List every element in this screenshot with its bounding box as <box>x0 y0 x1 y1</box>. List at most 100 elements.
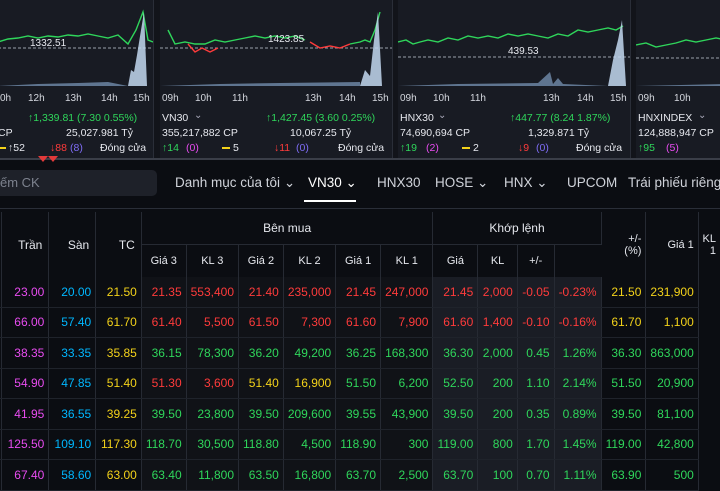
change-cell: 0.35 <box>517 398 555 430</box>
col-match-vol: KL <box>477 244 518 277</box>
col-bid-vol-1: KL 1 <box>380 244 434 277</box>
bid-vol-3-cell: 30,500 <box>186 429 240 460</box>
time-tick: 15h <box>372 93 389 104</box>
tab-private-bonds[interactable]: Trái phiếu riêng lẻ <box>628 175 720 190</box>
match-vol-cell: 800 <box>477 429 518 460</box>
ask-price-1-cell: 51.50 <box>601 368 647 399</box>
index-card-vnindex[interactable]: 1332.51 0h 12h 13h 14h 15h ↑1,339.81 (7.… <box>0 0 154 158</box>
tab-my-watchlist[interactable]: Danh mục của tôi ⌄ <box>175 175 296 190</box>
reference-price-cell: 63.00 <box>95 459 142 491</box>
ceiling-price-cell: 125.50 <box>1 429 50 460</box>
col-bid-vol-3: KL 3 <box>186 244 240 277</box>
floor-price-cell: 33.35 <box>48 337 97 369</box>
advance-count: ↑14 <box>162 142 179 154</box>
match-vol-cell: 2,000 <box>477 277 518 308</box>
divider <box>0 158 720 160</box>
index-chart <box>636 37 720 86</box>
match-vol-cell: 2,000 <box>477 337 518 369</box>
ref-value: 1332.51 <box>30 38 67 49</box>
symbol-cell[interactable] <box>0 307 3 338</box>
group-match: Khớp lệnh <box>432 212 602 245</box>
table-row[interactable]: 38.35 33.35 35.85 36.15 78,300 36.20 49,200 36.… <box>0 337 720 369</box>
table-row[interactable]: 54.90 47.85 51.40 51.30 3,600 51.40 16,900 51.5… <box>0 368 720 399</box>
time-tick: 15h <box>133 93 150 104</box>
resize-handle-icon[interactable] <box>38 156 48 162</box>
divider <box>0 208 720 209</box>
resize-handle-icon[interactable] <box>48 156 58 162</box>
tab-vn30[interactable]: VN30 ⌄ <box>308 175 357 190</box>
col-floor: Sàn <box>48 212 97 277</box>
time-tick: 12h <box>28 93 45 104</box>
tab-hose[interactable]: HOSE ⌄ <box>435 175 489 190</box>
chevron-down-icon[interactable]: ⌄ <box>698 110 707 121</box>
col-pct: +/- (%) <box>601 212 647 277</box>
reference-count: 5 <box>233 142 239 154</box>
bid-vol-3-cell: 553,400 <box>186 277 240 308</box>
ceiling-count: (0) <box>186 142 199 154</box>
table-row[interactable]: 23.00 20.00 21.50 21.35 553,400 21.40 235,000 2… <box>0 277 720 308</box>
index-change: ↑447.77 (8.24 1.87%) <box>510 112 611 124</box>
change-pct-cell: 0.89% <box>554 398 602 430</box>
ceiling-price-cell: 66.00 <box>1 307 50 338</box>
col-bid-vol-2: KL 2 <box>283 244 337 277</box>
decline-count: ↓11 <box>274 142 291 154</box>
ceiling-price-cell: 54.90 <box>1 368 50 399</box>
tab-hnx30[interactable]: HNX30 <box>377 175 421 190</box>
chevron-down-icon[interactable]: ⌄ <box>194 110 203 121</box>
floor-price-cell: 109.10 <box>48 429 97 460</box>
bid-price-3-cell: 51.30 <box>141 368 187 399</box>
match-price-cell: 21.45 <box>432 277 479 308</box>
time-tick: 14h <box>101 93 118 104</box>
change-cell: 1.70 <box>517 429 555 460</box>
symbol-cell[interactable] <box>0 398 3 430</box>
bid-price-1-cell: 36.25 <box>335 337 382 369</box>
match-price-cell: 39.50 <box>432 398 479 430</box>
active-tab-indicator <box>304 200 356 202</box>
bid-price-3-cell: 39.50 <box>141 398 187 430</box>
index-value: 1,329.871 Tỷ <box>528 127 590 139</box>
col-sell-vol-1: KL 1 <box>702 232 716 257</box>
ask-price-1-cell: 39.50 <box>601 398 647 430</box>
bid-vol-2-cell: 4,500 <box>283 429 337 460</box>
table-row[interactable]: 41.95 36.55 39.25 39.50 23,800 39.50 209,600 39… <box>0 398 720 430</box>
advance-count: ↑52 <box>8 142 25 154</box>
table-row[interactable]: 125.50 109.10 117.30 118.70 30,500 118.80 4,50… <box>0 429 720 460</box>
time-tick: 14h <box>577 93 594 104</box>
symbol-cell[interactable] <box>0 429 3 460</box>
match-price-cell: 119.00 <box>432 429 479 460</box>
ask-vol-1-cell: 42,800 <box>645 429 699 460</box>
index-volume: 355,217,882 CP <box>162 127 238 139</box>
table-row[interactable]: 66.00 57.40 61.70 61.40 5,500 61.50 7,300 61.60… <box>0 307 720 338</box>
bid-vol-1-cell: 2,500 <box>380 459 434 491</box>
col-bid-price-1: Giá 1 <box>335 244 382 277</box>
time-tick: 10h <box>433 93 450 104</box>
index-card-hnxindex[interactable]: 09h 10h HNXINDEX ⌄ 124,888,947 CP ↑95 (5… <box>636 0 720 158</box>
ceiling-count: (2) <box>426 142 439 154</box>
ceiling-price-cell: 38.35 <box>1 337 50 369</box>
tab-hnx[interactable]: HNX ⌄ <box>504 175 548 190</box>
search-input[interactable]: ếm CK <box>0 170 157 196</box>
index-name: VN30 <box>162 112 189 124</box>
symbol-cell[interactable] <box>0 277 3 308</box>
index-card-vn30[interactable]: 1423.85 09h 10h 11h 13h 14h 15h VN30 ⌄ ↑… <box>160 0 393 158</box>
bid-vol-1-cell: 168,300 <box>380 337 434 369</box>
change-cell: -0.10 <box>517 307 555 338</box>
ceiling-price-cell: 23.00 <box>1 277 50 308</box>
chevron-down-icon[interactable]: ⌄ <box>438 110 447 121</box>
floor-price-cell: 36.55 <box>48 398 97 430</box>
symbol-cell[interactable] <box>0 337 3 369</box>
index-chart <box>160 11 392 86</box>
index-card-hnx30[interactable]: 439.53 09h 10h 11h 13h 14h 15h HNX30 ⌄ ↑… <box>398 0 631 158</box>
time-tick: 09h <box>400 93 417 104</box>
bid-vol-2-cell: 49,200 <box>283 337 337 369</box>
symbol-cell[interactable] <box>0 368 3 399</box>
change-pct-cell: 1.26% <box>554 337 602 369</box>
table-row[interactable]: 67.40 58.60 63.00 63.40 11,800 63.50 16,800 63.… <box>0 459 720 491</box>
price-board-table: Trần Sàn TC Bên mua Khớp lệnh +/- (%) Giá… <box>0 212 720 491</box>
col-ceiling: Trần <box>1 212 50 277</box>
time-tick: 13h <box>305 93 322 104</box>
decline-count: ↓88 <box>50 142 67 154</box>
tab-upcom[interactable]: UPCOM <box>567 175 618 190</box>
bid-price-1-cell: 39.55 <box>335 398 382 430</box>
filter-nav: ếm CK Danh mục của tôi ⌄ VN30 ⌄ HNX30 HO… <box>0 170 720 204</box>
